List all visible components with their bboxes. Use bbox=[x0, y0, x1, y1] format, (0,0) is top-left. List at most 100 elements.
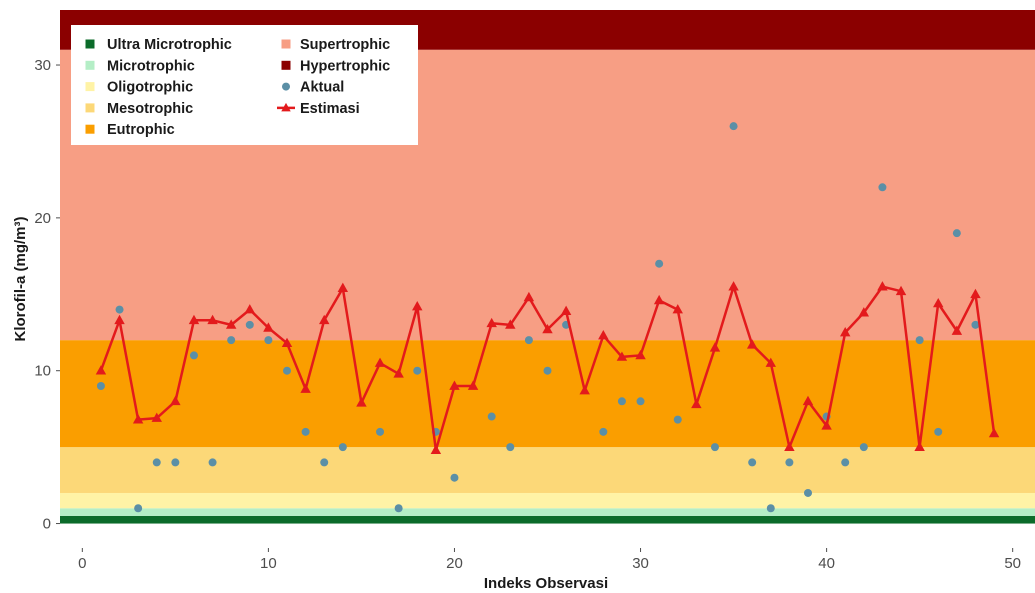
legend-key-hypertrophic bbox=[281, 60, 291, 70]
aktual-point bbox=[487, 412, 496, 421]
legend-item-oligotrophic: Oligotrophic bbox=[85, 80, 193, 96]
legend-key-oligotrophic bbox=[85, 82, 95, 92]
legend-key-supertrophic bbox=[281, 39, 291, 49]
aktual-point bbox=[673, 415, 682, 424]
aktual-point bbox=[245, 320, 254, 329]
legend-item-aktual: Aktual bbox=[282, 80, 344, 96]
x-tick-label: 10 bbox=[260, 555, 277, 572]
estimasi-point bbox=[802, 395, 814, 406]
estimasi-point bbox=[765, 357, 777, 367]
legend-label-eutrophic: Eutrophic bbox=[107, 122, 175, 138]
aktual-point bbox=[96, 381, 105, 390]
estimasi-point bbox=[170, 395, 181, 406]
aktual-point bbox=[636, 397, 645, 406]
legend-item-mesotrophic: Mesotrophic bbox=[85, 101, 193, 117]
aktual-point bbox=[171, 458, 180, 467]
aktual-point bbox=[803, 488, 812, 497]
x-tick-label: 0 bbox=[78, 555, 86, 572]
aktual-point bbox=[599, 427, 608, 436]
band-mesotrophic bbox=[60, 447, 1035, 493]
x-axis-title: Indeks Observasi bbox=[484, 575, 608, 592]
legend-label-hypertrophic: Hypertrophic bbox=[300, 58, 390, 74]
estimasi-point bbox=[467, 380, 479, 390]
legend-label-mesotrophic: Mesotrophic bbox=[107, 101, 193, 117]
estimasi-point bbox=[281, 337, 293, 348]
aktual-point bbox=[543, 366, 552, 375]
estimasi-point bbox=[821, 420, 832, 430]
aktual-point bbox=[952, 229, 961, 238]
estimasi-point bbox=[263, 322, 274, 332]
x-tick-label: 30 bbox=[632, 555, 649, 572]
estimasi-point bbox=[691, 398, 702, 409]
estimasi-point bbox=[951, 325, 963, 335]
legend-item-microtrophic: Microtrophic bbox=[85, 58, 195, 74]
estimasi-point bbox=[858, 307, 870, 317]
estimasi-point bbox=[505, 319, 516, 329]
aktual-point bbox=[283, 366, 292, 375]
legend-label-estimasi: Estimasi bbox=[300, 101, 360, 117]
y-tick-label: 0 bbox=[43, 516, 51, 533]
x-tick-label: 20 bbox=[446, 555, 463, 572]
legend-item-eutrophic: Eutrophic bbox=[85, 122, 175, 138]
aktual-point bbox=[915, 336, 924, 345]
estimasi-point bbox=[356, 397, 367, 407]
legend-key-estimasi bbox=[281, 102, 291, 112]
y-tick-label: 30 bbox=[34, 57, 51, 74]
legend-key-eutrophic bbox=[85, 124, 95, 134]
aktual-point bbox=[338, 443, 347, 452]
legend-key-microtrophic bbox=[85, 60, 95, 70]
estimasi-point bbox=[337, 282, 349, 293]
estimasi-point bbox=[598, 330, 609, 340]
aktual-point bbox=[710, 443, 719, 452]
legend-label-supertrophic: Supertrophic bbox=[300, 37, 390, 53]
aktual-point bbox=[394, 504, 403, 513]
estimasi-point bbox=[635, 349, 646, 360]
y-tick-label: 10 bbox=[34, 363, 51, 380]
aktual-point bbox=[413, 366, 422, 375]
aktual-point bbox=[841, 458, 850, 467]
estimasi-point bbox=[914, 441, 925, 451]
legend-item-hypertrophic: Hypertrophic bbox=[281, 58, 390, 74]
estimasi-point bbox=[895, 285, 907, 296]
x-tick-label: 50 bbox=[1004, 555, 1021, 572]
band-ultra-microtrophic bbox=[60, 515, 1035, 524]
legend-label-aktual: Aktual bbox=[300, 80, 344, 96]
estimasi-point bbox=[188, 314, 200, 325]
aktual-point bbox=[152, 458, 161, 467]
estimasi-point bbox=[318, 314, 330, 325]
estimasi-point bbox=[300, 383, 311, 393]
legend: Ultra Microtrophic Microtrophic Oligotroph… bbox=[71, 25, 418, 145]
estimasi-point bbox=[970, 288, 981, 299]
x-tick-label: 40 bbox=[818, 555, 835, 572]
aktual-point bbox=[208, 458, 217, 467]
estimasi-point bbox=[839, 326, 851, 337]
aktual-point bbox=[878, 183, 887, 192]
aktual-point bbox=[859, 443, 868, 452]
aktual-point bbox=[934, 427, 943, 436]
estimasi-point bbox=[486, 317, 497, 328]
estimasi-point bbox=[560, 305, 572, 315]
estimasi-point bbox=[412, 301, 423, 311]
estimasi-point bbox=[244, 304, 256, 314]
aktual-point bbox=[729, 122, 738, 131]
estimasi-point bbox=[132, 414, 144, 424]
aktual-point bbox=[766, 504, 775, 513]
band-eutrophic bbox=[60, 340, 1035, 448]
estimasi-point bbox=[114, 314, 125, 325]
aktual-point bbox=[189, 351, 198, 360]
y-axis-title: Klorofil-a (mg/m³) bbox=[12, 217, 29, 342]
estimasi-point bbox=[374, 357, 386, 367]
aktual-point bbox=[264, 336, 273, 345]
legend-key-mesotrophic bbox=[85, 103, 95, 113]
estimasi-point bbox=[207, 314, 218, 325]
estimasi-point bbox=[95, 365, 107, 375]
estimasi-point bbox=[225, 319, 237, 329]
estimasi-point bbox=[579, 385, 590, 395]
legend-key-ultra-microtrophic bbox=[85, 39, 95, 49]
aktual-point bbox=[785, 458, 794, 467]
estimasi-point bbox=[523, 291, 535, 302]
legend-key-aktual bbox=[282, 82, 290, 91]
aktual-point bbox=[524, 336, 533, 345]
y-tick-label: 20 bbox=[34, 210, 51, 227]
